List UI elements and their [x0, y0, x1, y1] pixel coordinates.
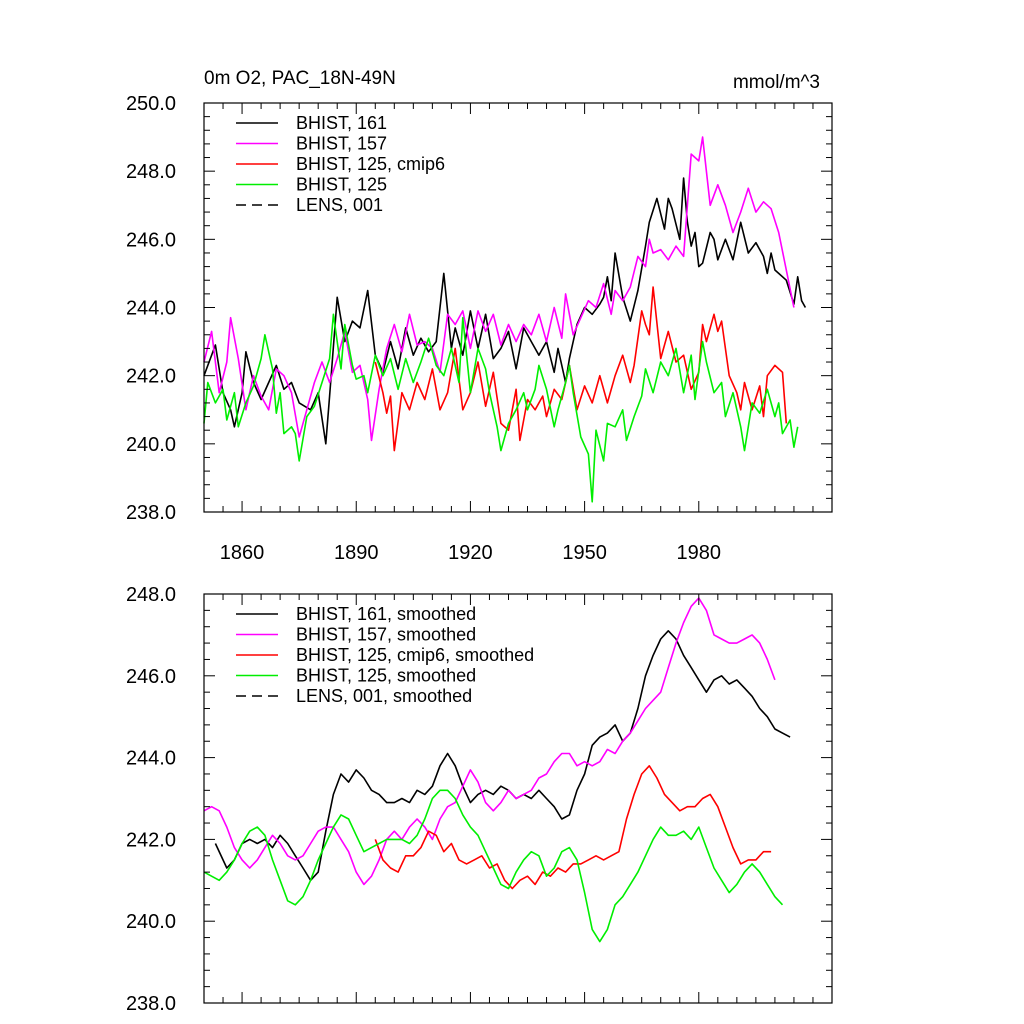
bottom-chart-panel: 238.0 240.0 242.0 244.0 246.0 248.0 BHIST, 161…: [126, 584, 833, 1015]
y-tick-label: 240.0: [126, 911, 176, 933]
top-chart-units: mmol/m^3: [733, 72, 820, 93]
legend-label: BHIST, 161: [296, 113, 387, 133]
y-tick-label: 248.0: [126, 161, 176, 183]
y-tick-label: 242.0: [126, 829, 176, 851]
y-tick-label: 244.0: [126, 748, 176, 770]
y-tick-label: 240.0: [126, 434, 176, 456]
series-line-3: [203, 313, 799, 503]
legend-label: LENS, 001: [296, 195, 383, 215]
top-chart-panel: 0m O2, PAC_18N-49N mmol/m^3 238.0 240.0 24…: [126, 68, 833, 564]
legend-label: BHIST, 125, cmip6: [296, 154, 445, 174]
y-tick-label: 244.0: [126, 298, 176, 320]
y-tick-label: 250.0: [126, 93, 176, 115]
legend-label: BHIST, 125: [296, 175, 387, 195]
x-tick-label: 1860: [220, 542, 265, 564]
series-line-3: [203, 789, 784, 943]
series-line-1: [203, 136, 795, 442]
top-chart-title: 0m O2, PAC_18N-49N: [204, 68, 396, 89]
legend-label: BHIST, 125, smoothed: [296, 666, 476, 686]
y-tick-label: 246.0: [126, 229, 176, 251]
x-tick-label: 1920: [448, 542, 493, 564]
y-tick-label: 246.0: [126, 666, 176, 688]
x-tick-label: 1890: [334, 542, 379, 564]
x-tick-label: 1950: [562, 542, 607, 564]
legend-label: BHIST, 157: [296, 134, 387, 154]
plot-frame: [203, 593, 833, 1004]
series-line-2: [374, 765, 772, 890]
y-tick-label: 248.0: [126, 584, 176, 606]
legend-label: LENS, 001, smoothed: [296, 686, 472, 706]
series-line-2: [374, 286, 788, 452]
y-tick-label: 238.0: [126, 993, 176, 1015]
y-tick-label: 242.0: [126, 366, 176, 388]
legend-label: BHIST, 161, smoothed: [296, 604, 476, 624]
series-line-1: [203, 597, 776, 886]
series-line-0: [214, 630, 791, 882]
x-tick-label: 1980: [677, 542, 722, 564]
y-tick-label: 238.0: [126, 502, 176, 524]
legend-label: BHIST, 157, smoothed: [296, 625, 476, 645]
legend-label: BHIST, 125, cmip6, smoothed: [296, 645, 534, 665]
